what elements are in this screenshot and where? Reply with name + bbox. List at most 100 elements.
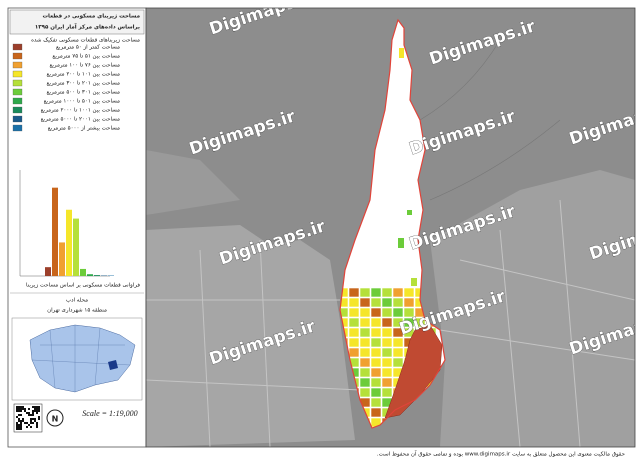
parcel	[348, 307, 360, 318]
map-frame	[145, 7, 636, 448]
legend-label: مساحت بین ۳۰۱ تا ۵۰۰ مترمربع	[47, 90, 121, 96]
qr-cell	[26, 412, 28, 414]
qr-cell	[34, 410, 36, 412]
parcel	[392, 307, 404, 318]
parcel	[359, 377, 371, 388]
parcel	[370, 287, 382, 298]
parcel	[381, 357, 393, 368]
legend-swatch	[12, 52, 23, 60]
parcel	[392, 347, 404, 358]
parcel	[370, 337, 382, 348]
legend-label: مساحت بین ۵۱ تا ۷۵ مترمربع	[52, 54, 120, 60]
qr-cell	[20, 424, 22, 426]
qr-cell	[38, 418, 40, 420]
parcel	[414, 317, 426, 328]
parcel	[392, 357, 404, 368]
legend-swatch	[12, 106, 23, 114]
qr-cell	[26, 422, 28, 424]
parcel	[381, 317, 393, 328]
qr-cell	[34, 406, 36, 408]
qr-cell	[20, 414, 22, 416]
qr-cell	[32, 412, 34, 414]
terrain	[146, 150, 240, 215]
histogram-bar	[66, 209, 72, 276]
parcel	[370, 317, 382, 328]
qr-cell	[26, 426, 28, 428]
parcel	[370, 387, 382, 398]
qr-cell	[32, 414, 34, 416]
parcel	[381, 367, 393, 378]
legend-label: مساحت بین ۱۰۰۱ تا ۲۰۰۰ مترمربع	[41, 108, 120, 114]
qr-cell	[18, 418, 20, 420]
legend-label: مساحت بیشتر از ۵۰۰۰ مترمربع	[48, 126, 120, 132]
parcel	[348, 327, 360, 338]
legend-label: مساحت بین ۷۶ تا ۱۰۰ مترمربع	[49, 63, 120, 69]
qr-cell	[18, 410, 20, 412]
qr-cell	[28, 414, 30, 416]
qr-cell	[16, 428, 18, 430]
qr-cell	[32, 418, 34, 420]
qr-cell	[16, 410, 18, 412]
legend-label: مساحت بین ۵۰۱ تا ۱۰۰۰ مترمربع	[44, 99, 120, 105]
inset-highlight	[108, 360, 118, 370]
parcel	[411, 278, 417, 286]
qr-cell	[18, 414, 20, 416]
histogram-bar	[52, 187, 58, 276]
qr-cell	[24, 408, 26, 410]
histogram-bar	[80, 268, 86, 276]
legend-swatch	[12, 61, 23, 69]
qr-cell	[36, 406, 38, 408]
parcel	[359, 387, 371, 398]
legend-swatch	[12, 43, 23, 51]
legend-swatch	[12, 79, 23, 87]
qr-code	[13, 403, 43, 433]
parcel	[403, 287, 415, 298]
legend-label: مساحت کمتر از ۵۰ مترمربع	[56, 44, 120, 51]
histogram-bar	[73, 218, 79, 276]
qr-cell	[32, 422, 34, 424]
qr-cell	[16, 426, 18, 428]
parcel	[359, 347, 371, 358]
locality-title: محله ادب	[66, 298, 88, 304]
qr-cell	[38, 410, 40, 412]
parcel	[370, 407, 382, 418]
qr-cell	[24, 410, 26, 412]
qr-cell	[20, 420, 22, 422]
parcel	[392, 287, 404, 298]
qr-cell	[22, 408, 24, 410]
qr-cell	[28, 408, 30, 410]
title-box	[9, 9, 145, 35]
legend-label: مساحت بین ۲۰۱ تا ۳۰۰ مترمربع	[47, 81, 121, 87]
parcel	[399, 48, 404, 58]
legend: مساحت کمتر از ۵۰ مترمربع مساحت بین ۵۱ تا …	[12, 43, 121, 132]
qr-cell	[34, 418, 36, 420]
qr-cell	[38, 406, 40, 408]
qr-cell	[36, 426, 38, 428]
qr-cell	[20, 422, 22, 424]
qr-cell	[20, 408, 22, 410]
qr-cell	[20, 406, 22, 408]
scale-label: Scale = 1:19,000	[82, 409, 137, 418]
histogram-bar	[45, 267, 51, 276]
parcel	[381, 287, 393, 298]
parcel	[359, 367, 371, 378]
contours	[419, 39, 561, 201]
histogram-bar	[59, 242, 65, 276]
qr-cell	[32, 410, 34, 412]
parcel	[359, 307, 371, 318]
parcel	[381, 347, 393, 358]
legend-swatch	[12, 70, 23, 78]
inset-city	[29, 324, 136, 393]
parcel	[359, 317, 371, 328]
parcel	[359, 357, 371, 368]
qr-cell	[16, 406, 18, 408]
legend-title: مساحت زیربناهای قطعات مسکونی تفکیک شده	[31, 37, 140, 44]
qr-cell	[34, 408, 36, 410]
qr-cell	[30, 422, 32, 424]
parcel	[370, 377, 382, 388]
qr-cell	[18, 406, 20, 408]
qr-cell	[36, 412, 38, 414]
roads	[146, 199, 635, 447]
